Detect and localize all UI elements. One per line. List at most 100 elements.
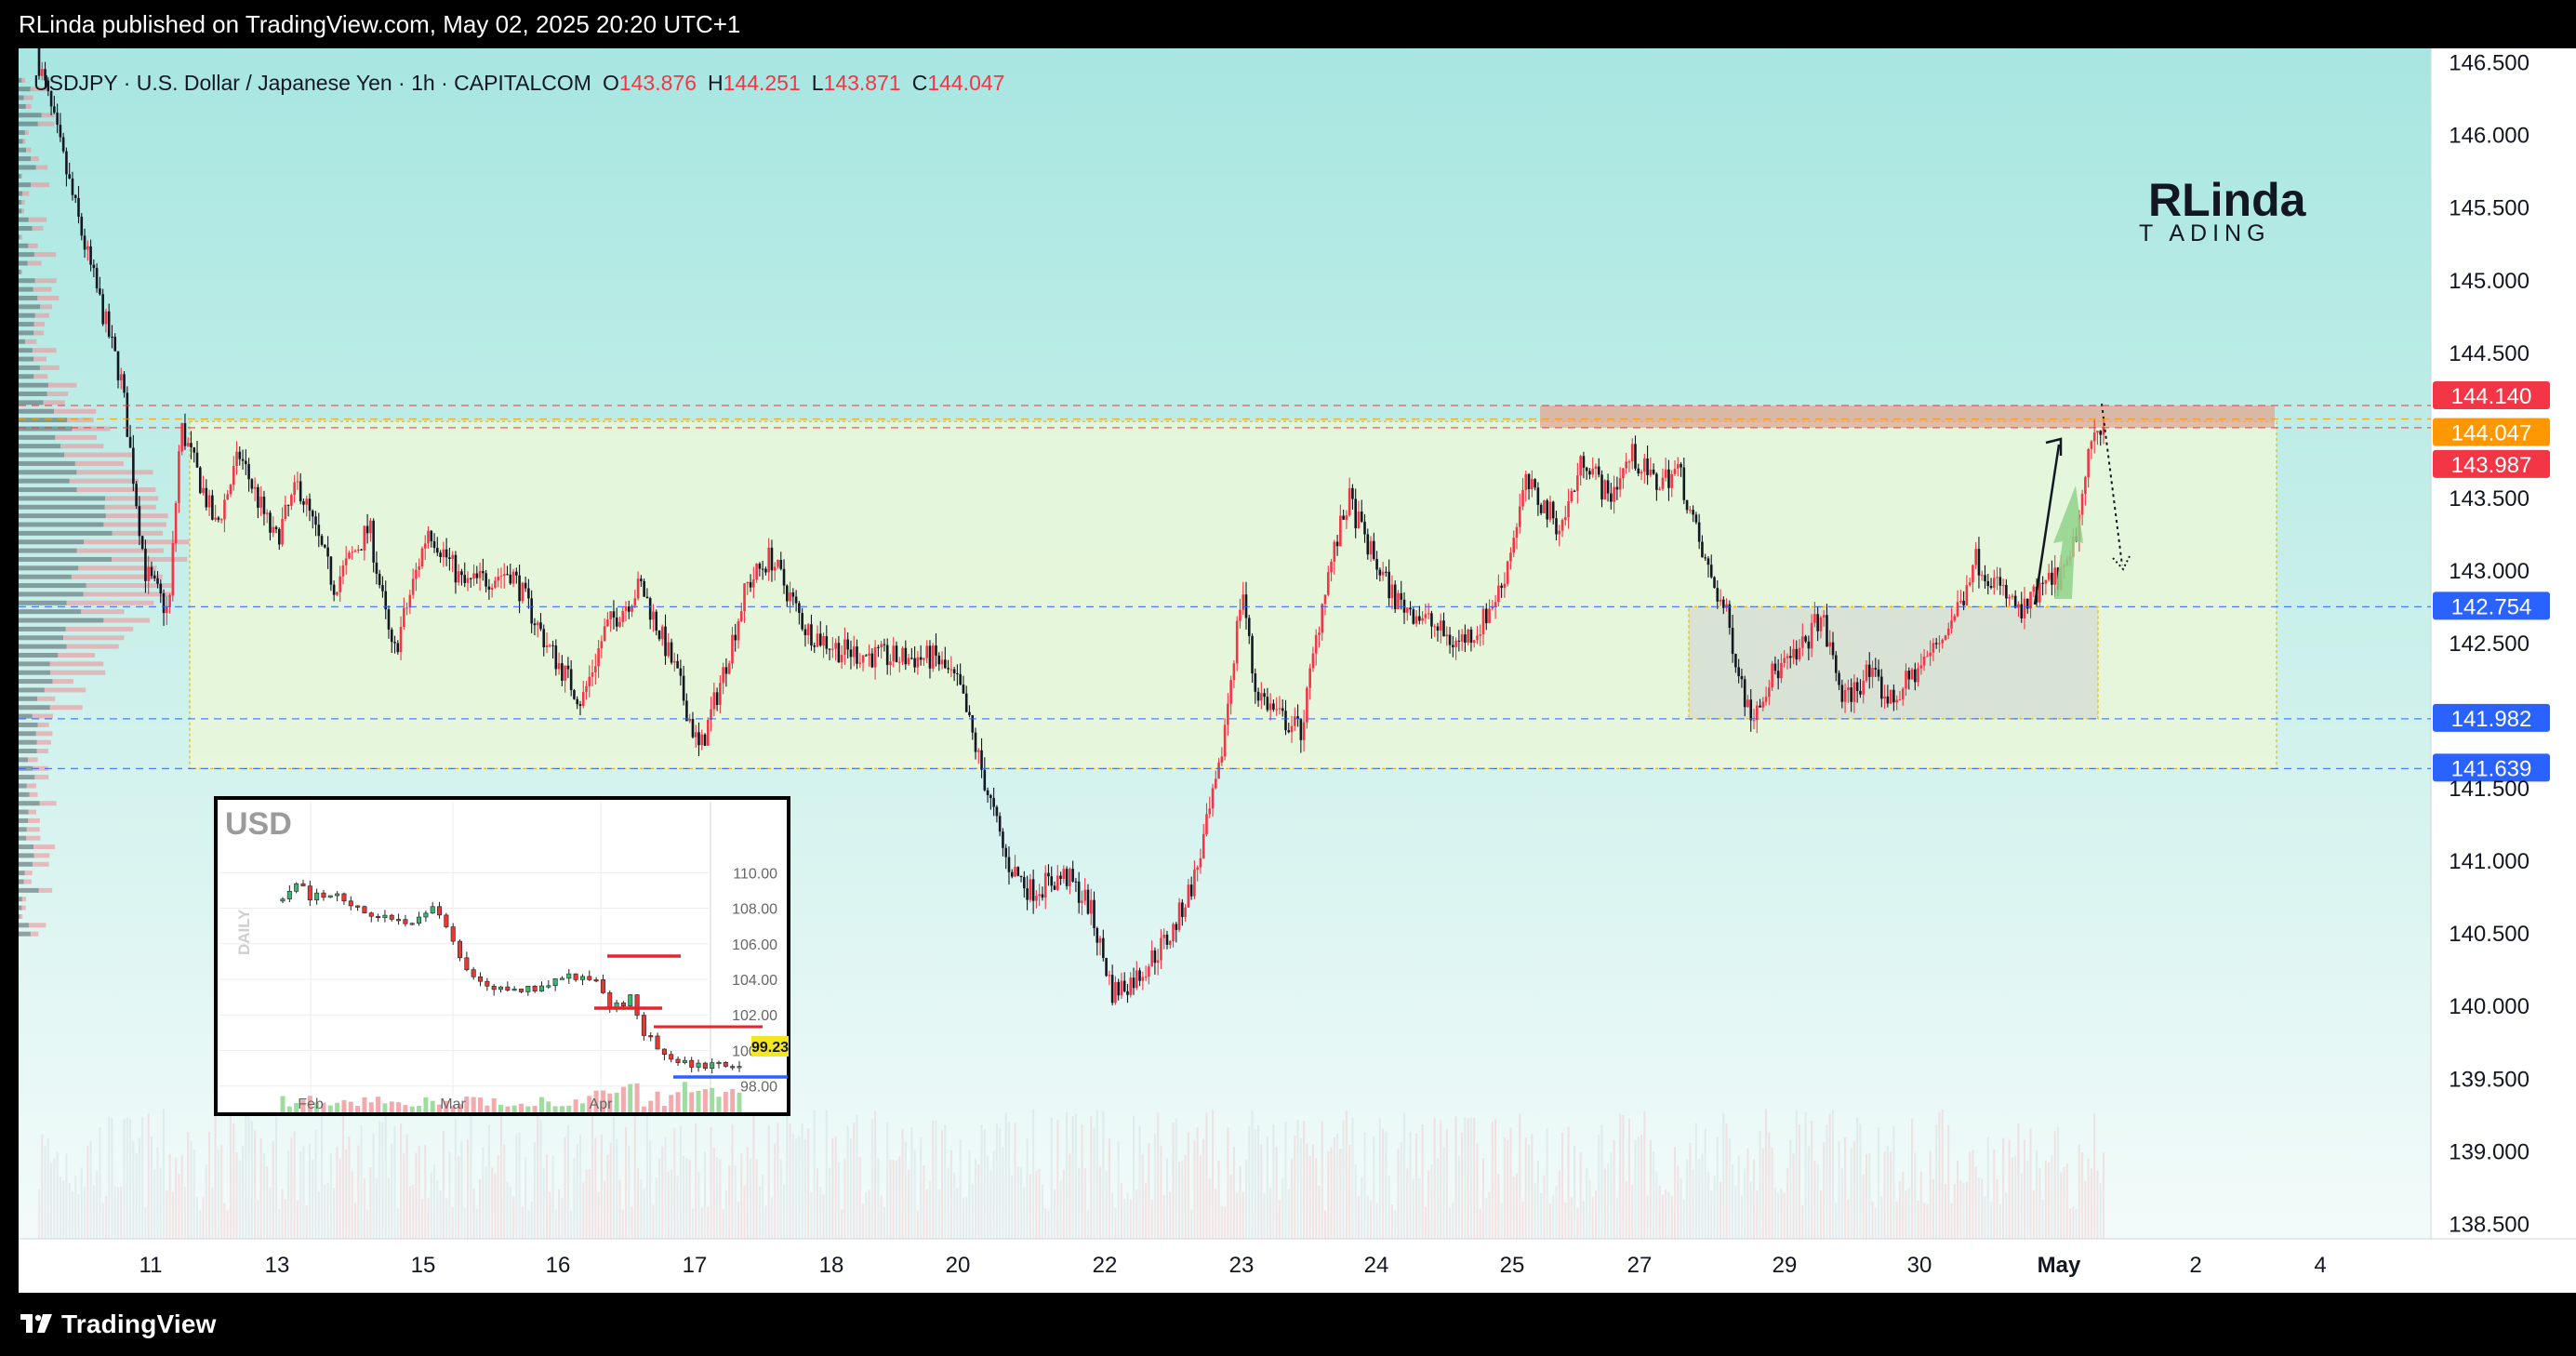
candle-body [101, 294, 104, 325]
volume-bar [1512, 1176, 1515, 1239]
volume-bar [710, 1126, 712, 1239]
volume-bar [1598, 1135, 1600, 1239]
candle-body [259, 497, 262, 508]
candle-body [734, 634, 737, 641]
candle-body [178, 451, 180, 503]
candle-body [1838, 672, 1840, 685]
volume-bar [1294, 1135, 1296, 1239]
candle-body [166, 606, 168, 614]
volume-bar [1069, 1153, 1071, 1239]
inset-body [661, 1048, 667, 1055]
volume-bar [1336, 1133, 1339, 1239]
candle-body [1263, 693, 1266, 698]
volume-bar [1871, 1201, 1874, 1239]
volume-bar [716, 1157, 719, 1239]
volume-bar [566, 1124, 569, 1239]
volume-bar [494, 1173, 497, 1239]
candle-body [1676, 463, 1680, 469]
vp-bar-down [19, 286, 33, 292]
inset-volume-bar [491, 1097, 497, 1112]
volume-bar [1692, 1168, 1694, 1239]
inset-volume-bar [525, 1106, 531, 1112]
volume-bar [1744, 1168, 1746, 1239]
volume-bar [2017, 1123, 2020, 1239]
vp-bar-up [22, 139, 26, 144]
volume-bar [1561, 1132, 1564, 1239]
candle-body [1232, 663, 1236, 681]
candle-body [1692, 510, 1694, 515]
candle-body [2092, 432, 2096, 442]
volume-bar [436, 1179, 439, 1239]
candle-body [2102, 427, 2105, 435]
volume-bar [883, 1206, 885, 1239]
candle-body [1242, 594, 1245, 610]
candle-body [1445, 634, 1449, 637]
volume-bar [752, 1112, 755, 1239]
volume-bar [1926, 1204, 1929, 1239]
candle-body [1588, 471, 1591, 475]
candle-body [752, 579, 755, 588]
candle-body [1299, 719, 1303, 740]
candle-body [61, 137, 65, 152]
volume-bar [159, 1167, 162, 1239]
volume-bar [68, 1182, 71, 1239]
volume-bar [1500, 1203, 1503, 1239]
volume-bar [1330, 1147, 1333, 1239]
volume-bar [962, 1197, 964, 1239]
volume-bar [1902, 1172, 1905, 1239]
candle-body [1278, 708, 1281, 710]
price-badge-0 [2433, 381, 2550, 409]
volume-bar [1215, 1188, 1217, 1239]
volume-bar [561, 1197, 564, 1239]
volume-bar [1090, 1116, 1093, 1239]
inset-volume-bar [423, 1097, 429, 1112]
candle-body [418, 565, 420, 570]
volume-bar [242, 1146, 245, 1239]
volume-bar [418, 1146, 420, 1239]
candle-body [339, 576, 341, 592]
volume-bar [1911, 1118, 1914, 1239]
candle-body [1035, 896, 1038, 901]
vp-bar-up [64, 452, 133, 458]
volume-bar [117, 1187, 120, 1239]
volume-bar [129, 1118, 132, 1239]
candle-body [1716, 588, 1720, 602]
vp-bar-up [53, 408, 97, 414]
volume-bar [1461, 1132, 1464, 1239]
volume-bar [1488, 1191, 1491, 1239]
price-chart[interactable]: 144.140144.047143.987142.754141.982141.6… [19, 48, 2576, 1293]
candle-body [803, 629, 807, 636]
volume-bar [1248, 1125, 1251, 1239]
vp-bar-up [26, 835, 41, 841]
volume-bar [467, 1139, 470, 1239]
candle-body [1141, 977, 1145, 981]
volume-bar [999, 1127, 1002, 1239]
chart-frame[interactable]: 144.140 144.047 143.987 142.754 141.982 141.6… [19, 48, 2576, 1293]
candle-body [1272, 703, 1275, 710]
candle-body [600, 641, 604, 649]
candle-body [794, 596, 798, 604]
volume-bar [341, 1111, 344, 1239]
candle-body [1065, 869, 1069, 886]
candle-body [415, 569, 418, 579]
volume-bar [1704, 1128, 1706, 1239]
vp-bar-down [19, 696, 37, 701]
candle-body [205, 487, 208, 508]
inset-volume-bar [471, 1097, 476, 1112]
vp-bar-up [35, 165, 48, 170]
candle-body [1239, 609, 1242, 621]
volume-bar [1260, 1144, 1263, 1239]
candle-body [40, 69, 44, 76]
volume-bar [846, 1125, 849, 1239]
volume-bar [770, 1197, 773, 1239]
candle-body [463, 575, 467, 583]
volume-bar [1716, 1137, 1719, 1239]
volume-bar [728, 1164, 731, 1239]
volume-bar [1503, 1137, 1506, 1239]
volume-bar [1011, 1175, 1014, 1239]
candle-body [576, 698, 579, 705]
candle-body [1476, 635, 1479, 641]
inset-body [702, 1062, 708, 1069]
candle-body [1126, 990, 1129, 995]
tradingview-logo[interactable]: TradingView [20, 1309, 217, 1339]
